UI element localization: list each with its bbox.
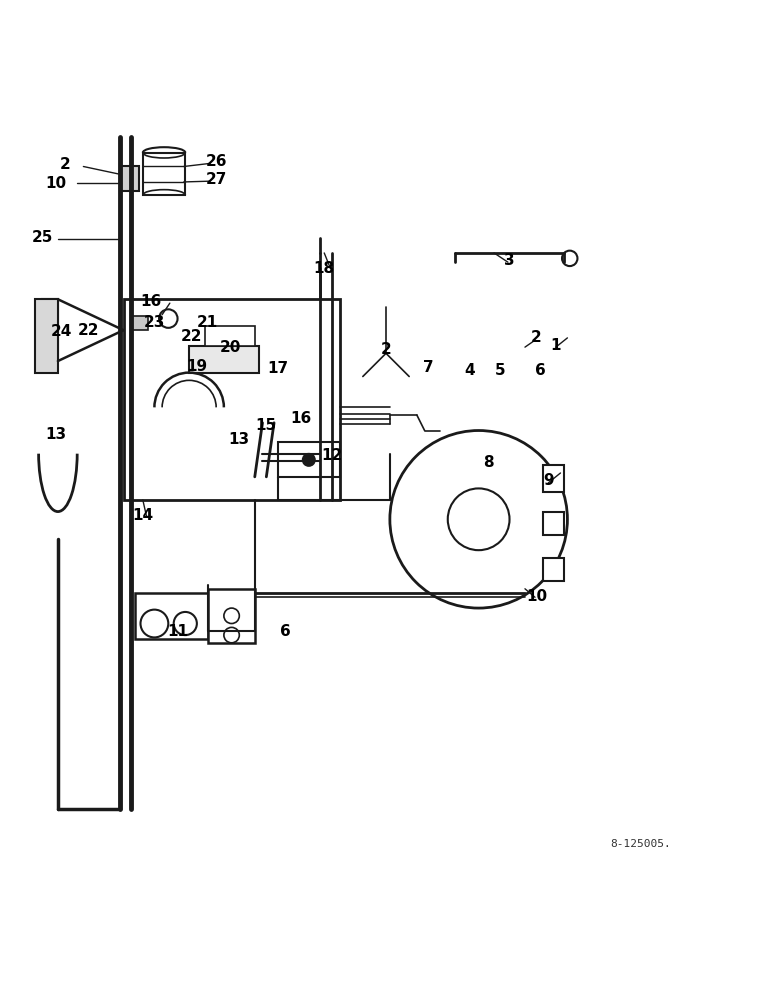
Text: 24: 24: [51, 324, 73, 339]
Text: 4: 4: [464, 363, 475, 378]
Text: 12: 12: [321, 448, 343, 463]
Text: 18: 18: [313, 261, 335, 276]
Text: 26: 26: [205, 154, 227, 169]
Circle shape: [390, 431, 567, 608]
Bar: [543, 465, 564, 492]
Text: 23: 23: [144, 315, 165, 330]
Bar: [208, 589, 255, 643]
Text: 13: 13: [229, 432, 250, 447]
Circle shape: [448, 488, 510, 550]
Circle shape: [562, 251, 577, 266]
Bar: [278, 442, 340, 477]
Bar: [120, 166, 139, 191]
Bar: [543, 512, 564, 535]
Text: 7: 7: [423, 360, 434, 375]
Text: 14: 14: [132, 508, 154, 523]
Bar: [205, 326, 255, 346]
Bar: [143, 153, 185, 195]
Text: 6: 6: [280, 624, 291, 639]
Bar: [189, 346, 259, 373]
Text: 2: 2: [60, 157, 71, 172]
Text: 10: 10: [526, 589, 547, 604]
Bar: [124, 299, 340, 500]
Text: 17: 17: [267, 361, 289, 376]
Text: 2: 2: [531, 330, 542, 345]
Text: 15: 15: [256, 418, 277, 433]
Text: 20: 20: [219, 340, 241, 355]
Text: 13: 13: [46, 427, 67, 442]
Bar: [131, 316, 148, 330]
Circle shape: [224, 627, 239, 643]
Bar: [35, 299, 58, 373]
Bar: [543, 558, 564, 581]
Text: 5: 5: [495, 363, 506, 378]
Text: 27: 27: [205, 172, 227, 187]
Text: 19: 19: [186, 359, 208, 374]
Circle shape: [224, 608, 239, 624]
Circle shape: [141, 610, 168, 637]
Text: 8: 8: [483, 455, 494, 470]
Text: 21: 21: [196, 315, 218, 330]
Text: 3: 3: [504, 253, 515, 268]
Bar: [135, 593, 208, 639]
Text: 16: 16: [290, 411, 312, 426]
Text: 6: 6: [535, 363, 546, 378]
Text: 10: 10: [45, 176, 66, 191]
Text: 1: 1: [550, 338, 561, 353]
Circle shape: [174, 612, 197, 635]
Text: 16: 16: [140, 294, 161, 309]
Text: 9: 9: [543, 473, 554, 488]
Text: 2: 2: [381, 342, 391, 357]
Bar: [42, 299, 58, 361]
Text: 8-125005.: 8-125005.: [611, 839, 671, 849]
Text: 25: 25: [32, 230, 53, 245]
Text: 22: 22: [78, 323, 100, 338]
Text: 22: 22: [181, 329, 202, 344]
Text: 11: 11: [167, 624, 188, 639]
Circle shape: [303, 454, 315, 466]
Circle shape: [159, 309, 178, 328]
